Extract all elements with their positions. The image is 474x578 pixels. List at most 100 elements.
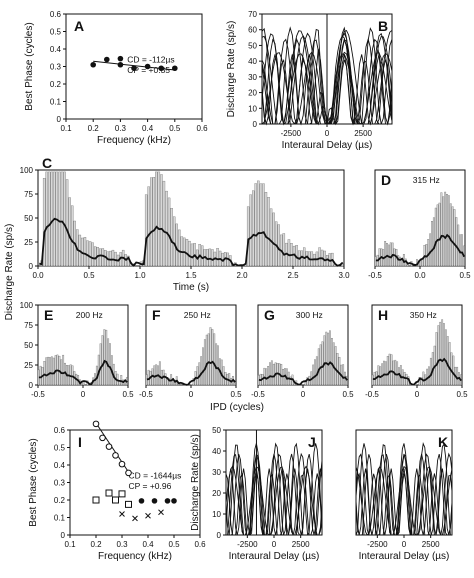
x-tick-label: 2500 bbox=[292, 540, 310, 549]
data-point bbox=[171, 498, 177, 504]
data-point bbox=[118, 490, 126, 498]
hist-bar bbox=[447, 195, 450, 267]
hist-bar bbox=[252, 190, 255, 267]
hist-bar bbox=[254, 183, 257, 267]
shared-ylabel: Discharge Rate (sp/s) bbox=[4, 224, 15, 321]
hist-bar bbox=[341, 263, 344, 267]
x-tick-label: 3.0 bbox=[338, 271, 350, 280]
hist-bar bbox=[71, 365, 74, 386]
panel-d: -0.5 0.0 0.5 D 315 Hz bbox=[368, 169, 471, 280]
panel-label: J bbox=[308, 434, 316, 450]
y-tick-label: 25 bbox=[24, 361, 33, 370]
hist-bar bbox=[437, 325, 440, 386]
x-axis-label: Interaural Delay (µs) bbox=[282, 140, 373, 151]
x-tick-label: 0 bbox=[402, 540, 407, 549]
y-tick-label: 0.5 bbox=[54, 444, 66, 453]
hist-bar bbox=[451, 206, 454, 267]
hist-bar bbox=[167, 197, 171, 267]
hist-bar bbox=[91, 242, 94, 267]
data-point bbox=[145, 512, 151, 519]
annotation-cp: CP = +0.96 bbox=[129, 481, 172, 491]
hist-bar bbox=[397, 255, 400, 267]
hist-bar bbox=[82, 381, 85, 386]
mean-rate-line bbox=[38, 217, 344, 267]
x-tick-label: -0.5 bbox=[365, 390, 379, 399]
annotation-cd: CD = -112µs bbox=[127, 54, 175, 64]
hist-bar bbox=[312, 364, 315, 386]
x-axis-label: Interaural Delay (µs) bbox=[359, 551, 450, 562]
x-tick-label: 2.5 bbox=[287, 271, 299, 280]
x-tick-label: 0.4 bbox=[142, 540, 154, 549]
y-tick-label: 50 bbox=[24, 214, 33, 223]
hist-bar bbox=[152, 177, 156, 267]
hist-bar bbox=[45, 171, 48, 267]
hist-bar bbox=[443, 323, 445, 386]
y-tick-label: 10 bbox=[248, 104, 257, 113]
y-tick-label: 0.5 bbox=[50, 28, 62, 37]
hist-bar bbox=[71, 205, 74, 267]
y-tick-label: 50 bbox=[24, 341, 33, 350]
hist-bar bbox=[50, 171, 54, 267]
data-point bbox=[158, 509, 164, 516]
x-tick-label: 0.5 bbox=[456, 390, 468, 399]
x-tick-label: 0 bbox=[81, 390, 86, 399]
x-tick-label: 0.5 bbox=[83, 271, 95, 280]
hist-bar bbox=[165, 190, 168, 267]
hist-bar bbox=[144, 194, 148, 267]
y-tick-label: 10 bbox=[212, 510, 221, 519]
hist-bar bbox=[319, 344, 322, 386]
hist-bar bbox=[208, 248, 212, 267]
hist-bar bbox=[175, 223, 178, 267]
x-tick-label: 0.2 bbox=[88, 124, 100, 133]
data-point bbox=[117, 55, 124, 62]
data-point bbox=[172, 65, 178, 72]
hist-bar bbox=[88, 241, 92, 267]
ipd-xlabel: IPD (cycles) bbox=[210, 402, 264, 413]
hist-bar bbox=[438, 202, 441, 267]
x-tick-label: 0 bbox=[189, 390, 194, 399]
hist-bar bbox=[386, 356, 389, 386]
hist-bar bbox=[155, 171, 158, 267]
hist-bar bbox=[257, 180, 260, 267]
hist-bar bbox=[246, 206, 250, 267]
data-point bbox=[112, 452, 119, 459]
x-tick-label: 1.5 bbox=[185, 271, 197, 280]
hist-bar bbox=[205, 334, 208, 386]
hist-bar bbox=[315, 356, 318, 386]
hist-bar bbox=[427, 239, 430, 267]
hist-bar bbox=[323, 335, 326, 386]
y-tick-label: 0.6 bbox=[50, 10, 62, 19]
y-tick-label: 0 bbox=[253, 120, 258, 129]
hist-bar bbox=[329, 330, 331, 386]
hist-bar bbox=[203, 339, 206, 386]
hist-bar bbox=[321, 341, 324, 386]
panel-title: 315 Hz bbox=[413, 175, 440, 185]
y-axis-label: Best Phase (cycles) bbox=[24, 22, 35, 110]
y-tick-label: 50 bbox=[212, 426, 221, 435]
panel-i: 0.1 0.2 0.3 0.4 0.5 0.600.10.20.30.40.50.6Fre… bbox=[28, 420, 206, 562]
y-axis-label: Discharge Rate (sp/s) bbox=[226, 21, 237, 118]
data-point bbox=[164, 498, 171, 504]
hist-bar bbox=[60, 171, 64, 267]
panel-label: E bbox=[44, 307, 53, 323]
data-point bbox=[158, 65, 164, 72]
hist-bar bbox=[305, 251, 309, 267]
y-axis-label: Discharge Rate (sp/s) bbox=[190, 434, 201, 531]
hist-bar bbox=[170, 208, 173, 267]
hist-bar bbox=[317, 348, 320, 386]
hist-bar bbox=[406, 264, 409, 267]
data-point bbox=[105, 489, 113, 497]
hist-bar bbox=[338, 357, 341, 386]
hist-bar bbox=[200, 356, 203, 386]
hist-bar bbox=[396, 361, 399, 386]
y-tick-label: 40 bbox=[212, 447, 221, 456]
hist-bar bbox=[47, 356, 50, 386]
hist-bar bbox=[190, 243, 194, 267]
hist-bar bbox=[389, 242, 392, 267]
data-point bbox=[117, 61, 124, 68]
hist-bar bbox=[215, 343, 218, 386]
hist-bar bbox=[455, 217, 458, 267]
y-tick-label: 75 bbox=[24, 321, 33, 330]
delay-curve bbox=[261, 29, 393, 125]
hist-bar bbox=[188, 240, 191, 267]
